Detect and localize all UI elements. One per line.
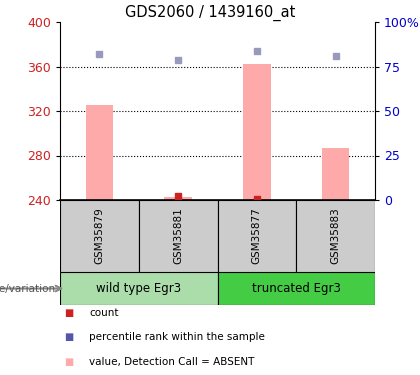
- Text: ■: ■: [64, 357, 74, 367]
- Text: genotype/variation: genotype/variation: [0, 284, 56, 294]
- Bar: [296, 200, 375, 272]
- Bar: [164, 196, 192, 200]
- Bar: [218, 200, 296, 272]
- Text: percentile rank within the sample: percentile rank within the sample: [89, 332, 265, 342]
- Text: GSM35883: GSM35883: [331, 208, 341, 264]
- Bar: [243, 64, 270, 200]
- Bar: [60, 200, 139, 272]
- Text: ■: ■: [64, 332, 74, 342]
- Text: GSM35879: GSM35879: [94, 208, 105, 264]
- Bar: [218, 272, 375, 305]
- Text: GDS2060 / 1439160_at: GDS2060 / 1439160_at: [125, 5, 295, 21]
- Bar: [322, 148, 349, 200]
- Text: ■: ■: [64, 308, 74, 318]
- Text: truncated Egr3: truncated Egr3: [252, 282, 341, 295]
- Text: value, Detection Call = ABSENT: value, Detection Call = ABSENT: [89, 357, 255, 367]
- Text: count: count: [89, 308, 119, 318]
- Text: GSM35881: GSM35881: [173, 208, 183, 264]
- Bar: [139, 200, 218, 272]
- Text: wild type Egr3: wild type Egr3: [96, 282, 181, 295]
- Bar: [86, 105, 113, 200]
- Text: GSM35877: GSM35877: [252, 208, 262, 264]
- Bar: [60, 272, 218, 305]
